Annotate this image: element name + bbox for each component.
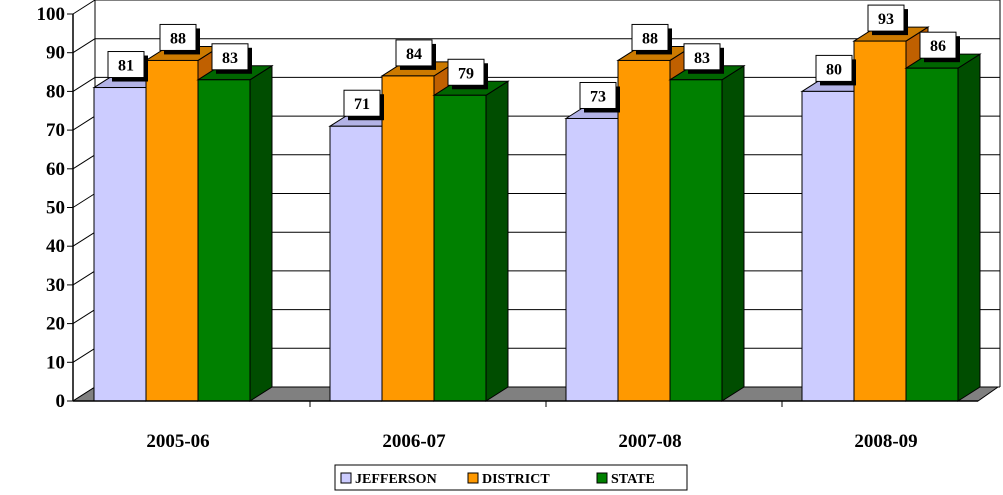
y-tick-label: 90 [46,43,65,64]
y-tick-label: 70 [46,120,65,141]
gridline-side [72,270,96,286]
y-tick-label: 30 [46,275,65,296]
gridline-side [72,347,96,363]
data-label-box [683,43,721,71]
bar-state [905,67,959,402]
data-label-box [867,4,905,32]
gridline-side [72,309,96,325]
gridline-side [72,231,96,247]
gridline-side [72,38,96,54]
data-label-jefferson: 73 [590,88,606,105]
data-label-box [211,43,249,71]
bar-district [381,75,435,402]
data-label-state: 86 [930,38,946,55]
bar-side-state [721,64,745,402]
data-label-box [343,89,381,117]
bar-jefferson [329,125,383,402]
bar-district [617,59,671,402]
data-label-box [579,81,617,109]
data-label-box [159,23,197,51]
bar-jefferson [93,87,147,402]
bar-side-state [249,64,273,402]
category-label: 2006-07 [382,431,446,452]
data-label-box [107,51,145,79]
data-label-district: 93 [878,11,894,28]
category-label: 2005-06 [146,431,209,452]
legend-label-jefferson: JEFFERSON [355,472,437,487]
legend-label-district: DISTRICT [482,472,550,487]
legend-swatch-state [596,472,608,484]
y-tick-label: 60 [46,159,65,180]
data-label-district: 88 [170,30,186,47]
legend-swatch-district [467,472,479,484]
bar-state [197,79,251,402]
data-label-state: 83 [694,50,710,67]
bar-jefferson [801,90,855,402]
data-label-state: 79 [458,65,474,82]
data-label-district: 88 [642,30,658,47]
bar-jefferson [565,117,619,402]
bars-layer [92,26,982,402]
legend-swatch-jefferson [340,472,352,484]
data-label-jefferson: 81 [118,58,134,75]
data-label-box [395,39,433,67]
y-tick-label: 80 [46,81,65,102]
legend-label-state: STATE [611,472,655,487]
bar-district [853,40,907,402]
data-label-state: 83 [222,50,238,67]
y-tick-label: 50 [46,198,65,219]
category-label: 2007-08 [618,431,681,452]
data-label-box [631,23,669,51]
gridline-side [72,154,96,170]
axes-layer: 0 10 20 30 40 50 60 70 80 90 100 [37,4,978,412]
legend-box [334,464,688,491]
gridline-side [72,76,96,92]
y-tick-label: 10 [46,352,65,373]
bar-state [669,79,723,402]
data-label-district: 84 [406,46,422,63]
legend: JEFFERSON DISTRICT STATE [334,464,688,491]
bar-side-state [485,80,509,402]
gridline-side [72,115,96,131]
data-label-box [447,58,485,86]
gridline-side [72,193,96,208]
category-label: 2008-09 [854,431,917,452]
data-label-jefferson: 71 [354,96,370,113]
data-label-box [919,31,957,59]
y-tick-label: 0 [56,391,66,412]
gridline-side [72,0,96,15]
bar-district [145,59,199,402]
y-tick-label: 40 [46,236,65,257]
bar-state [433,94,487,402]
y-tick-label: 100 [37,4,66,25]
labels-layer: 81 88 83 2005-06 71 84 79 2006-07 73 88 83 2007-08 8… [107,4,960,452]
y-tick-label: 20 [46,314,65,335]
bar-side-state [957,53,981,402]
data-label-jefferson: 80 [826,61,842,78]
data-label-box [815,54,853,82]
